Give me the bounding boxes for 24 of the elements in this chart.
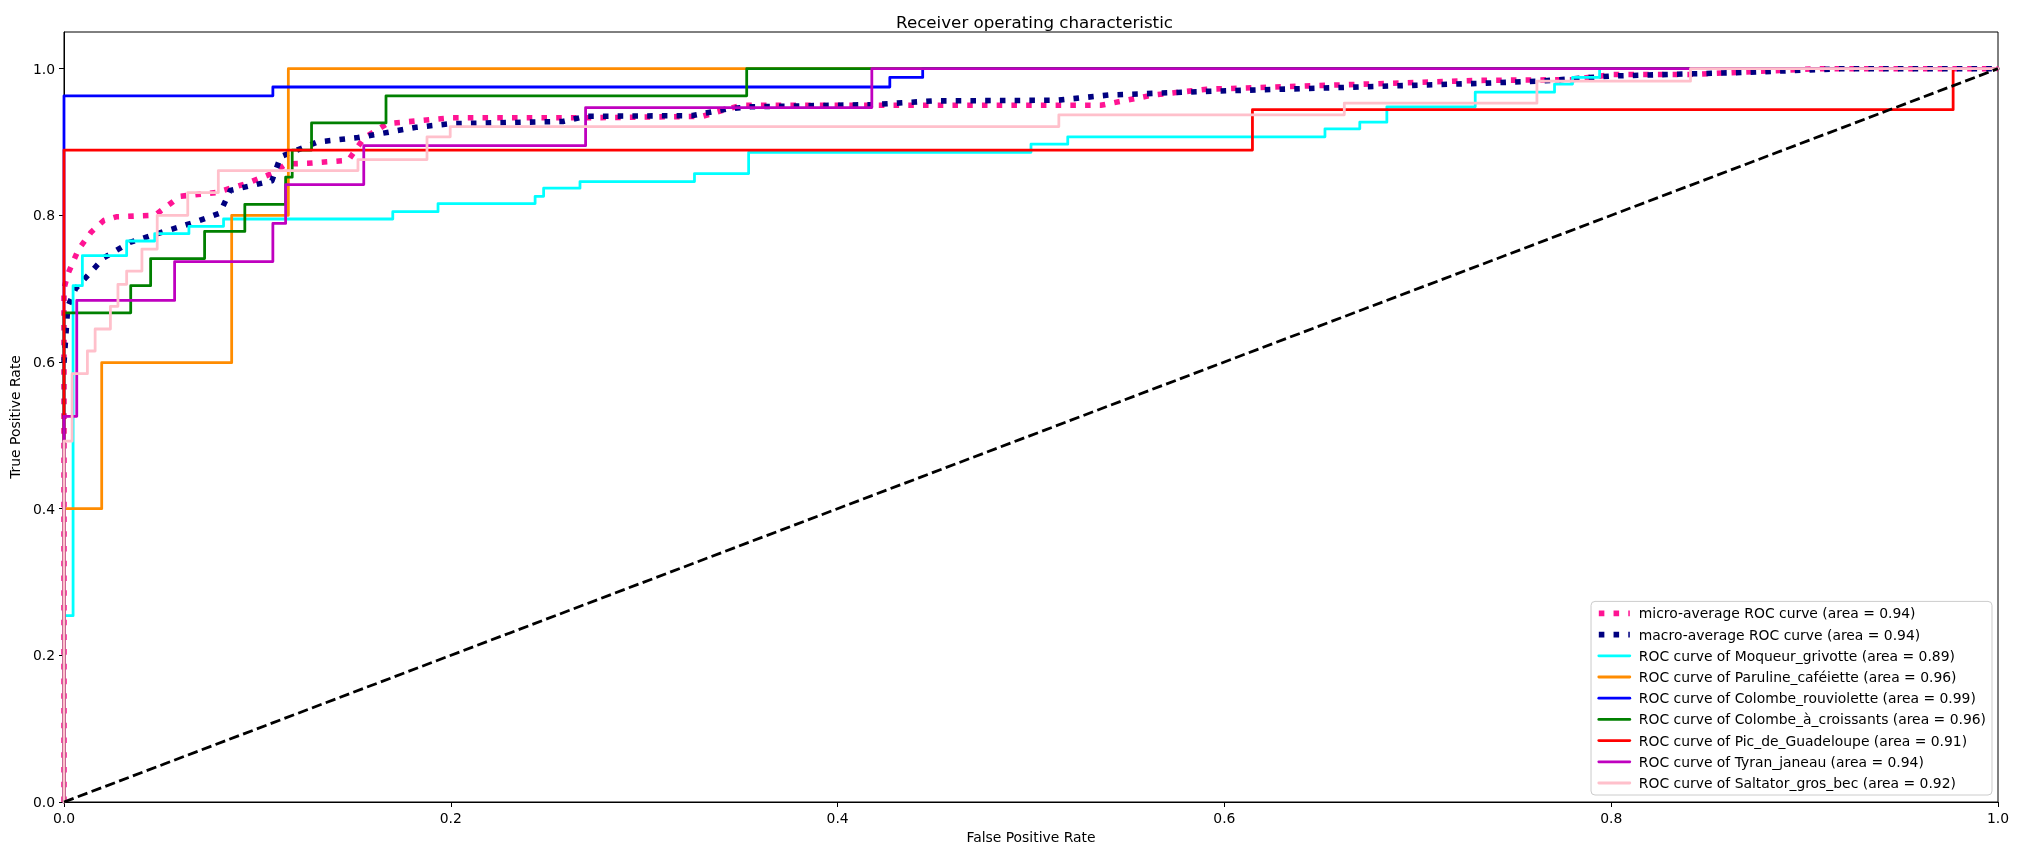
legend-label: ROC curve of Colombe_rouviolette (area = 0.99): [1638, 690, 1976, 707]
x-tick-label: 0.8: [1600, 810, 1623, 826]
x-tick-label: 0.2: [439, 810, 462, 826]
legend-label: micro-average ROC curve (area = 0.94): [1638, 605, 1916, 622]
x-tick-label: 0.0: [52, 810, 76, 826]
y-axis-title: True Positive Rate: [7, 355, 23, 480]
y-tick-label: 1.0: [32, 60, 55, 77]
y-tick-label: 0.8: [32, 207, 55, 224]
legend-label: ROC curve of Pic_de_Guadeloupe (area = 0.91): [1638, 732, 1968, 749]
legend-label: ROC curve of Moqueur_grivotte (area = 0.89): [1638, 647, 1955, 664]
y-tick-label: 0.2: [32, 647, 55, 664]
legend-label: ROC curve of Colombe_à_croissants (area = 0.96): [1638, 711, 1987, 728]
legend-label: macro-average ROC curve (area = 0.94): [1638, 626, 1921, 643]
x-tick-label: 0.4: [826, 810, 849, 826]
y-tick-label: 0.6: [32, 354, 55, 370]
y-tick-label: 0.0: [32, 794, 55, 810]
x-tick-label: 1.0: [1986, 810, 2010, 826]
x-tick-label: 0.6: [1213, 810, 1236, 826]
legend-label: ROC curve of Tyran_janeau (area = 0.94): [1638, 753, 1924, 770]
legend-label: ROC curve of Paruline_caféiette (area = 0.96): [1638, 669, 1957, 685]
chart-title: Receiver operating characteristic: [896, 11, 1173, 32]
legend-label: ROC curve of Saltator_gros_bec (area = 0.92): [1638, 775, 1956, 791]
y-tick-label: 0.4: [32, 500, 56, 517]
x-axis-title: False Positive Rate: [966, 828, 1096, 845]
